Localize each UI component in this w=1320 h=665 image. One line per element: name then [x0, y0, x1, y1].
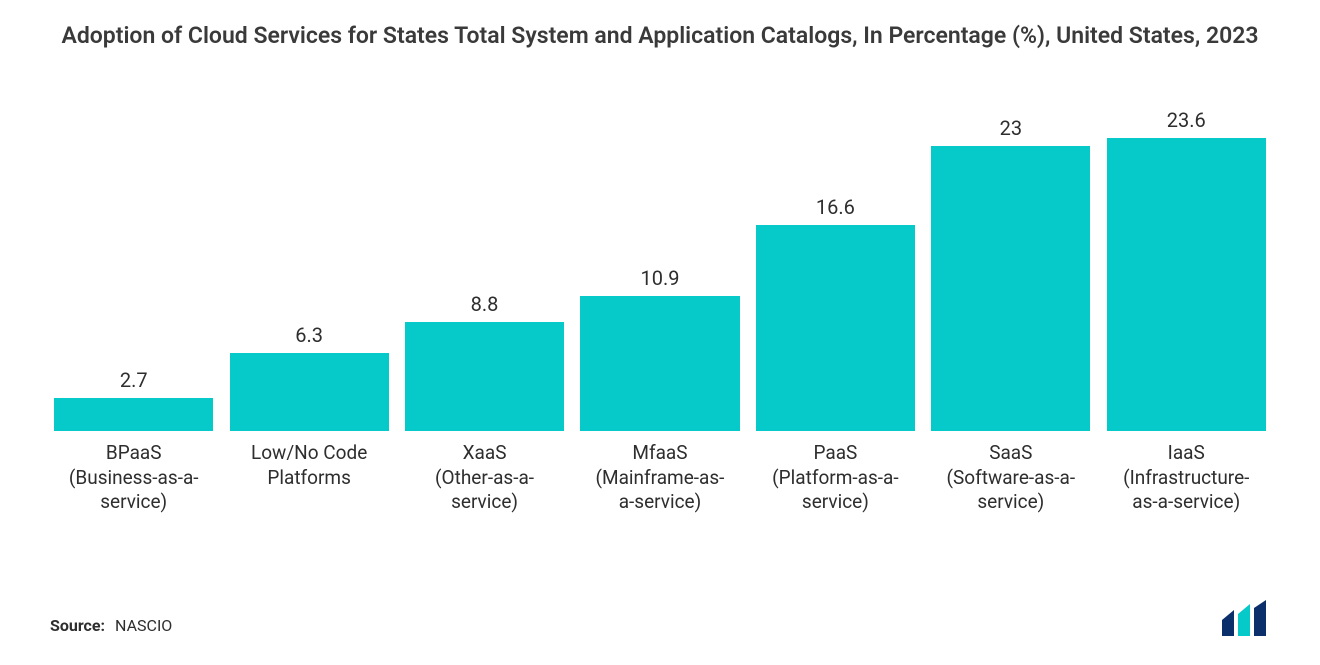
bar-category-label: IaaS (Infrastructure- as-a-service): [1123, 441, 1249, 521]
bar-rect: [931, 146, 1090, 431]
bar-value-label: 8.8: [471, 292, 499, 316]
bar-category-label: PaaS (Platform-as-a- service): [772, 441, 898, 521]
bar-rect: [1107, 138, 1266, 431]
bar-value-label: 23.6: [1167, 108, 1206, 132]
bar-category-label: Low/No Code Platforms: [251, 441, 367, 521]
bar-category-label: BPaaS (Business-as-a- service): [69, 441, 199, 521]
bar-column: 16.6 PaaS (Platform-as-a- service): [752, 195, 919, 521]
bar-category-label: SaaS (Software-as-a- service): [947, 441, 1076, 521]
bar-value-label: 6.3: [295, 323, 323, 347]
bar-column: 23 SaaS (Software-as-a- service): [927, 116, 1094, 521]
logo-bars-icon: [1222, 600, 1278, 636]
bar-value-label: 10.9: [640, 266, 679, 290]
bar-rect: [54, 398, 213, 431]
bar-category-label: XaaS (Other-as-a- service): [435, 441, 534, 521]
bar-column: 6.3 Low/No Code Platforms: [225, 323, 392, 521]
bar-category-label: MfaaS (Mainframe-as- a-service): [596, 441, 725, 521]
source-footer: Source: NASCIO: [50, 616, 172, 635]
bar-column: 2.7 BPaaS (Business-as-a- service): [50, 368, 217, 521]
bar-rect: [230, 353, 389, 431]
source-name: NASCIO: [115, 616, 172, 635]
bar-column: 8.8 XaaS (Other-as-a- service): [401, 292, 568, 521]
bar-value-label: 2.7: [120, 368, 148, 392]
bar-rect: [405, 322, 564, 431]
bar-column: 10.9 MfaaS (Mainframe-as- a-service): [576, 266, 743, 521]
bar-rect: [756, 225, 915, 431]
bar-value-label: 23: [1000, 116, 1022, 140]
bar-value-label: 16.6: [816, 195, 855, 219]
bar-rect: [580, 296, 739, 431]
chart-title: Adoption of Cloud Services for States To…: [0, 0, 1320, 61]
bar-chart: 2.7 BPaaS (Business-as-a- service) 6.3 Low/…: [50, 91, 1270, 521]
bar-column: 23.6 IaaS (Infrastructure- as-a-service): [1103, 108, 1270, 521]
source-label: Source:: [50, 616, 105, 635]
brand-logo: [1220, 600, 1280, 640]
